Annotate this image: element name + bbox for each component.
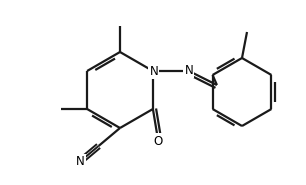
Text: N: N [185, 63, 193, 77]
Text: O: O [153, 134, 162, 147]
Text: N: N [150, 65, 158, 78]
Text: N: N [76, 155, 84, 168]
